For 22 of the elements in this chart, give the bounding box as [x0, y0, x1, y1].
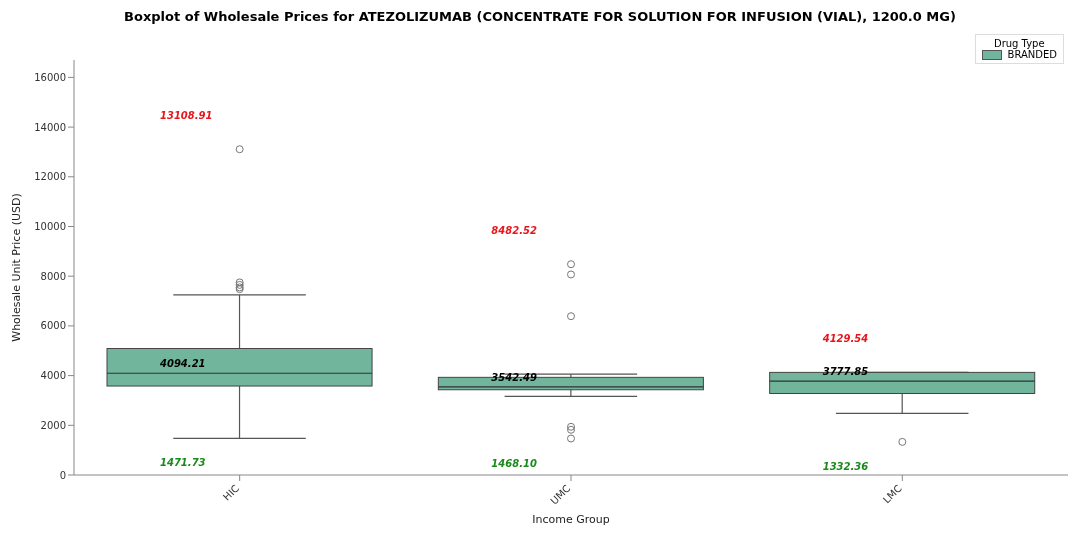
annotation: 1471.73	[160, 457, 206, 469]
y-tick-label: 2000	[40, 419, 66, 431]
y-tick-label: 14000	[34, 121, 66, 133]
annotation: 1332.36	[822, 460, 869, 472]
annotation: 13108.91	[160, 110, 213, 122]
x-axis-title: Income Group	[532, 513, 610, 526]
legend-label: BRANDED	[1007, 49, 1057, 60]
y-tick-label: 12000	[34, 171, 66, 183]
legend-title: Drug Type	[992, 38, 1046, 49]
annotation: 4129.54	[821, 333, 869, 345]
y-tick-label: 8000	[40, 270, 66, 282]
x-tick-label: HIC	[220, 482, 242, 503]
y-tick-label: 16000	[34, 71, 66, 83]
annotation: 4094.21	[159, 358, 206, 370]
y-tick-label: 4000	[40, 370, 66, 382]
y-tick-label: 10000	[34, 221, 66, 233]
y-tick-label: 0	[59, 469, 66, 481]
annotation: 8482.52	[491, 225, 537, 237]
y-tick-label: 6000	[40, 320, 66, 332]
annotation: 1468.10	[491, 457, 537, 469]
y-axis-title: Wholesale Unit Price (USD)	[9, 193, 23, 342]
chart-title: Boxplot of Wholesale Prices for ATEZOLIZUMAB (CONCENTRATE FOR SOLUTION FOR INFUSION (VIAL), 1200.0 MG)	[123, 8, 957, 26]
